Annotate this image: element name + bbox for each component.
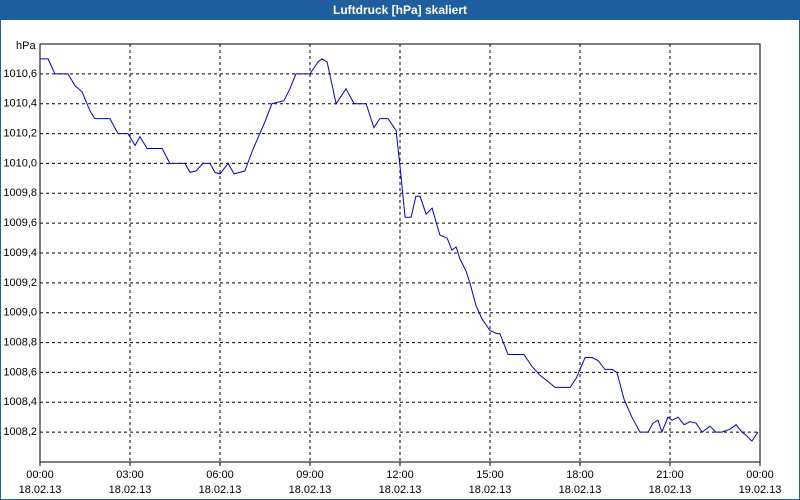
x-tick-label: 18.02.13 [649,484,692,496]
x-tick-label: 09:00 [296,469,324,481]
y-tick-label: 1010,6 [3,68,37,80]
pressure-line [40,58,759,442]
y-tick-label: 1010,2 [3,127,37,139]
x-tick-label: 18:00 [566,469,594,481]
y-tick-label: 1009,0 [3,307,37,319]
y-tick-label: 1010,0 [3,157,37,169]
y-tick-label: 1008,2 [3,426,37,438]
x-tick-label: 18.02.13 [109,484,152,496]
y-tick-label: 1010,4 [3,98,37,110]
y-axis-label: hPa [16,40,36,52]
x-tick-label: 18.02.13 [199,484,242,496]
x-tick-label: 00:00 [26,469,54,481]
x-tick-label: 21:00 [656,469,684,481]
y-tick-label: 1009,4 [3,247,37,259]
chart-title: Luftdruck [hPa] skaliert [333,3,467,17]
x-tick-label: 18.02.13 [469,484,512,496]
x-tick-label: 19.02.13 [739,484,782,496]
y-tick-label: 1009,8 [3,187,37,199]
x-tick-label: 18.02.13 [289,484,332,496]
y-tick-label: 1009,2 [3,277,37,289]
x-tick-label: 12:00 [386,469,414,481]
y-tick-label: 1009,6 [3,217,37,229]
x-tick-label: 18.02.13 [19,484,62,496]
x-tick-label: 06:00 [206,469,234,481]
y-tick-label: 1008,4 [3,396,37,408]
y-tick-label: 1008,8 [3,336,37,348]
x-tick-label: 03:00 [116,469,144,481]
title-bar [0,0,800,20]
x-tick-label: 00:00 [746,469,774,481]
x-tick-label: 18.02.13 [379,484,422,496]
y-tick-label: 1008,6 [3,366,37,378]
x-tick-label: 15:00 [476,469,504,481]
x-tick-label: 18.02.13 [559,484,602,496]
